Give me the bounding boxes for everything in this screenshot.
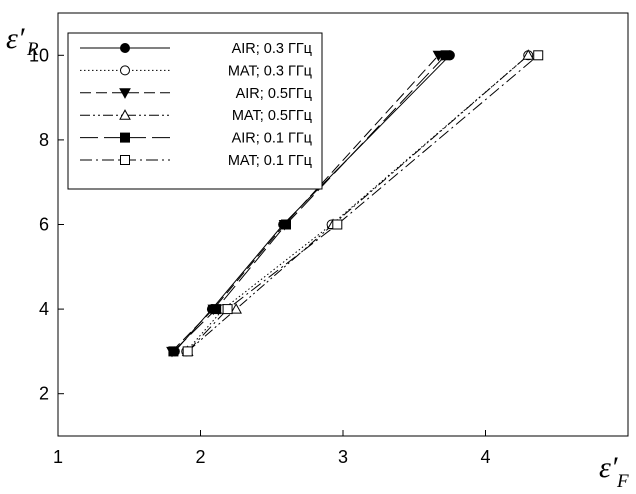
legend-label: MAT; 0.1 ГГц bbox=[228, 153, 312, 169]
legend-entry: MAT; 0.1 ГГц bbox=[80, 153, 312, 169]
legend-marker bbox=[119, 109, 131, 120]
series-line bbox=[173, 54, 446, 352]
data-point bbox=[522, 49, 535, 60]
legend-entry: AIR; 0.3 ГГц bbox=[80, 41, 312, 57]
x-tick-label: 2 bbox=[195, 447, 205, 467]
legend-marker bbox=[120, 65, 130, 76]
data-point bbox=[440, 50, 451, 61]
y-tick-label: 6 bbox=[39, 215, 49, 235]
legend-label: MAT; 0.3 ГГц bbox=[228, 63, 312, 79]
series-layer bbox=[166, 49, 544, 358]
legend-label: AIR; 0.3 ГГц bbox=[232, 41, 312, 57]
data-point bbox=[211, 304, 222, 315]
series-line bbox=[187, 54, 539, 352]
series-line bbox=[174, 54, 451, 352]
legend-marker bbox=[120, 155, 130, 165]
series-5 bbox=[168, 50, 451, 357]
data-point bbox=[281, 219, 291, 230]
x-axis-label-subscript: F bbox=[616, 471, 629, 489]
series-6 bbox=[182, 50, 544, 357]
y-axis-label-subscript: R bbox=[26, 39, 39, 60]
legend-entry: MAT; 0.3 ГГц bbox=[80, 63, 312, 79]
legend-marker bbox=[119, 88, 131, 99]
x-tick-label: 3 bbox=[338, 447, 348, 467]
y-tick-label: 8 bbox=[39, 130, 49, 150]
legend-label: AIR; 0.1 ГГц bbox=[232, 131, 312, 147]
data-point bbox=[230, 303, 242, 314]
data-point bbox=[182, 346, 193, 357]
y-tick-label: 2 bbox=[39, 384, 49, 404]
series-line bbox=[187, 54, 529, 352]
x-tick-label: 1 bbox=[53, 447, 63, 467]
legend-label: MAT; 0.5ГГц bbox=[232, 108, 312, 124]
legend-marker bbox=[120, 132, 130, 143]
y-axis-label: ε′ bbox=[6, 22, 25, 55]
y-axis-ticks: 2 4 6 8 10 bbox=[29, 45, 64, 404]
series-line bbox=[185, 54, 529, 352]
x-tick-label: 4 bbox=[480, 447, 490, 467]
legend-entry: AIR; 0.5ГГц bbox=[80, 86, 312, 102]
legend-marker bbox=[120, 43, 130, 53]
x-axis-ticks: 1 2 3 4 bbox=[53, 430, 491, 467]
legend-entry: MAT; 0.5ГГц bbox=[80, 108, 312, 124]
data-point bbox=[168, 346, 179, 357]
data-point bbox=[222, 304, 233, 315]
y-tick-label: 10 bbox=[29, 45, 49, 65]
series-line bbox=[171, 54, 439, 352]
legend: AIR; 0.3 ГГц MAT; 0.3 ГГц AIR; 0.5ГГц MAT; … bbox=[67, 32, 323, 190]
x-axis-label: ε′ bbox=[599, 451, 618, 484]
y-tick-label: 4 bbox=[39, 299, 49, 319]
data-point bbox=[533, 50, 544, 61]
legend-label: AIR; 0.5ГГц bbox=[236, 86, 312, 102]
data-point bbox=[332, 219, 343, 230]
legend-box bbox=[67, 32, 323, 190]
legend-entry: AIR; 0.1 ГГц bbox=[80, 131, 312, 147]
